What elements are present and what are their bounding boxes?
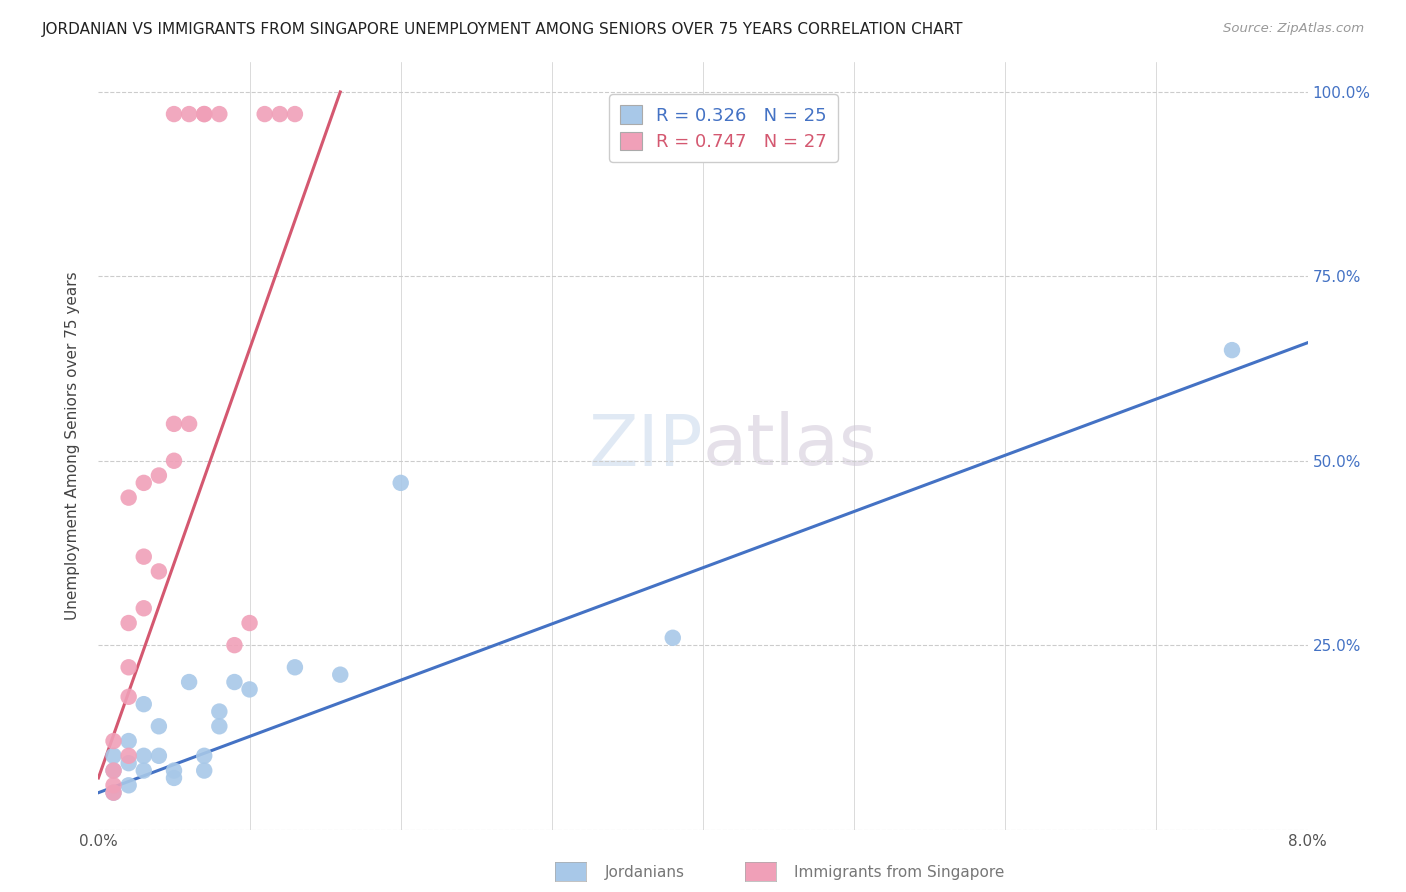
Point bbox=[118, 660, 141, 674]
Point bbox=[103, 764, 125, 778]
Point bbox=[148, 565, 170, 579]
Point bbox=[118, 491, 141, 505]
Point bbox=[208, 705, 231, 719]
Point bbox=[132, 475, 155, 490]
Point bbox=[179, 675, 201, 690]
Point bbox=[103, 748, 125, 763]
Point bbox=[284, 107, 307, 121]
Point bbox=[389, 475, 412, 490]
Point bbox=[179, 417, 201, 431]
Point bbox=[163, 771, 186, 785]
Point bbox=[132, 549, 155, 564]
Point bbox=[118, 756, 141, 771]
Point bbox=[118, 778, 141, 792]
Point bbox=[1220, 343, 1243, 358]
Point bbox=[253, 107, 276, 121]
Text: Immigrants from Singapore: Immigrants from Singapore bbox=[794, 865, 1005, 880]
Point bbox=[269, 107, 291, 121]
Point bbox=[103, 778, 125, 792]
Text: Jordanians: Jordanians bbox=[605, 865, 685, 880]
Point bbox=[118, 748, 141, 763]
Point bbox=[193, 107, 215, 121]
Point bbox=[103, 786, 125, 800]
Point bbox=[193, 748, 215, 763]
Point bbox=[132, 748, 155, 763]
Point bbox=[148, 719, 170, 733]
Point bbox=[163, 764, 186, 778]
Legend: R = 0.326   N = 25, R = 0.747   N = 27: R = 0.326 N = 25, R = 0.747 N = 27 bbox=[609, 95, 838, 162]
Point bbox=[103, 764, 125, 778]
Text: atlas: atlas bbox=[703, 411, 877, 481]
Point bbox=[103, 786, 125, 800]
Point bbox=[103, 734, 125, 748]
Point bbox=[193, 107, 215, 121]
Point bbox=[193, 764, 215, 778]
Point bbox=[163, 417, 186, 431]
Point bbox=[132, 697, 155, 711]
Point bbox=[179, 107, 201, 121]
Point bbox=[118, 615, 141, 630]
Point bbox=[208, 107, 231, 121]
Point bbox=[224, 638, 246, 652]
Point bbox=[148, 468, 170, 483]
Point bbox=[163, 454, 186, 468]
Point bbox=[329, 667, 352, 681]
Point bbox=[208, 719, 231, 733]
Point bbox=[132, 764, 155, 778]
Y-axis label: Unemployment Among Seniors over 75 years: Unemployment Among Seniors over 75 years bbox=[65, 272, 80, 620]
Point bbox=[224, 675, 246, 690]
Point bbox=[284, 660, 307, 674]
Point bbox=[118, 690, 141, 704]
Point bbox=[148, 748, 170, 763]
Point bbox=[132, 601, 155, 615]
Text: JORDANIAN VS IMMIGRANTS FROM SINGAPORE UNEMPLOYMENT AMONG SENIORS OVER 75 YEARS : JORDANIAN VS IMMIGRANTS FROM SINGAPORE U… bbox=[42, 22, 963, 37]
Point bbox=[163, 107, 186, 121]
Text: ZIP: ZIP bbox=[589, 411, 703, 481]
Point bbox=[239, 615, 262, 630]
Point bbox=[118, 734, 141, 748]
Text: Source: ZipAtlas.com: Source: ZipAtlas.com bbox=[1223, 22, 1364, 36]
Point bbox=[661, 631, 683, 645]
Point bbox=[239, 682, 262, 697]
